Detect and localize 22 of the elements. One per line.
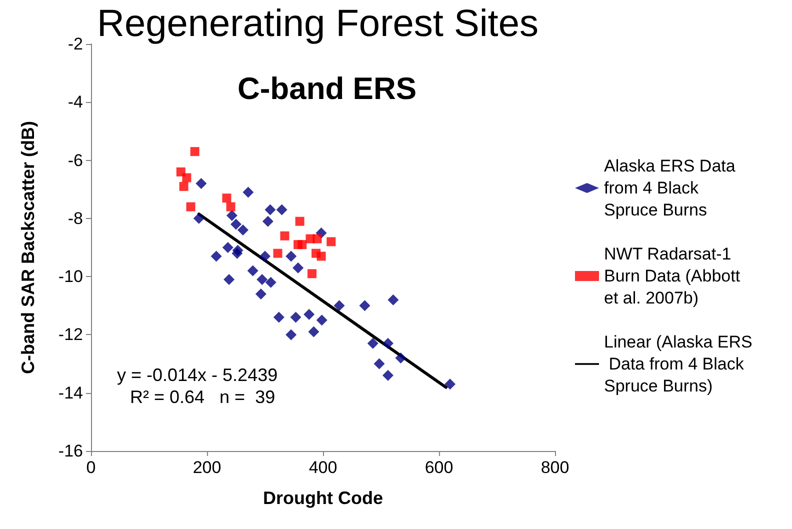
x-tick-label: 800 [540,458,570,477]
legend-label: NWT Radarsat-1 Burn Data (Abbott et al. 2007b) [604,244,745,308]
x-tick-label: 600 [424,458,454,477]
legend-label: Alaska ERS Data from 4 Black Spruce Burns [604,156,740,220]
x-axis-title: Drought Code [263,488,383,508]
y-tick-label: -10 [58,267,83,286]
y-tick-label: -6 [68,150,83,170]
text: C-band ERS [237,71,417,106]
y-tick-label: -16 [58,442,83,460]
y-axis-title: C-band SAR Backscatter (dB) [18,120,38,374]
annotation: R² = 0.64 n = 39 [130,387,276,407]
x-tick-label: 0 [86,458,96,477]
x-tick-label: 400 [308,458,338,477]
legend-label: Linear (Alaska ERS Data from 4 Black Spruce Burns) [604,332,752,396]
y-tick-label: -14 [58,383,83,402]
y-tick-label: -4 [68,92,83,112]
y-tick-label: -12 [58,325,83,344]
annotation: y = -0.014x - 5.2439 [117,365,278,385]
x-tick-label: 200 [192,458,222,477]
y-tick-label: -8 [68,208,83,228]
y-tick-label: -2 [68,34,83,54]
chart-title: Regenerating Forest Sites [97,3,538,45]
